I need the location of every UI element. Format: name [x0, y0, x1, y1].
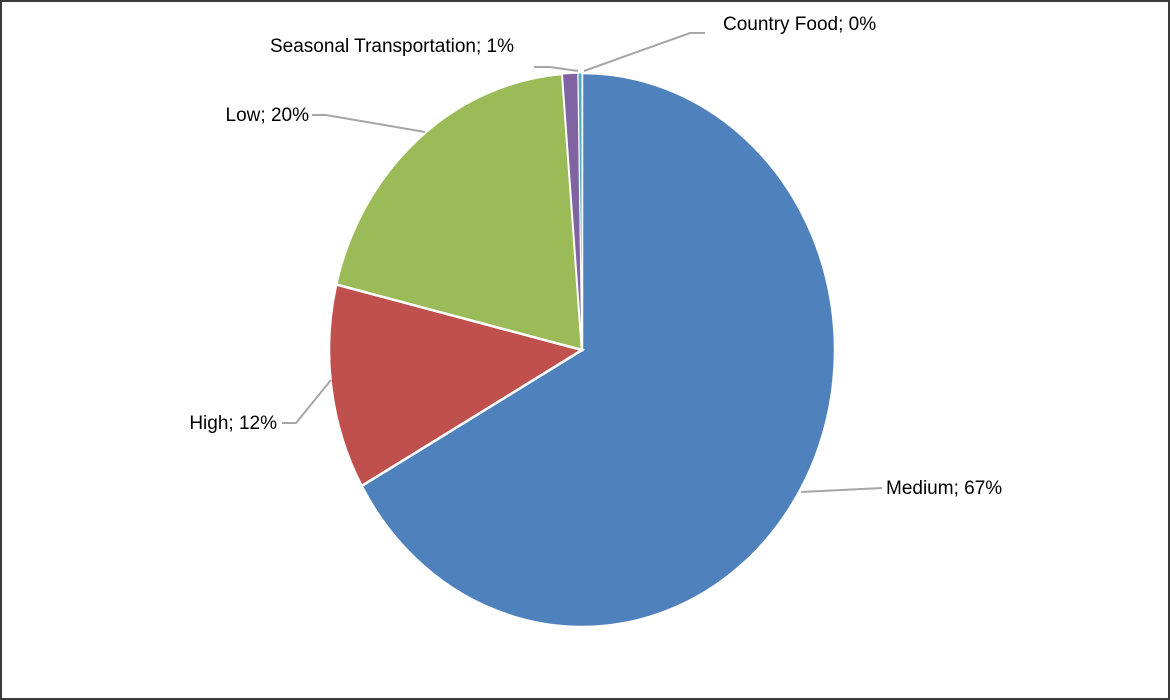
label-seasonal-transportation: Seasonal Transportation; 1% — [270, 36, 514, 57]
slice-country-food[interactable] — [577, 72, 583, 351]
data-labels: Medium; 67% High; 12% Low; 20% Seasonal … — [189, 14, 1002, 499]
leader-line-country-food — [583, 32, 705, 72]
leader-line-medium — [800, 487, 883, 493]
leader-line-high — [282, 379, 332, 424]
label-country-food: Country Food; 0% — [723, 14, 876, 35]
label-medium: Medium; 67% — [886, 478, 1002, 499]
slice-medium[interactable] — [359, 71, 837, 629]
leader-line-seasonal-transportation — [534, 66, 579, 72]
leader-line-low — [312, 114, 426, 133]
label-low: Low; 20% — [226, 105, 310, 126]
slice-high[interactable] — [327, 282, 586, 488]
pie-slices — [327, 71, 837, 629]
label-high: High; 12% — [189, 413, 277, 434]
slice-low[interactable] — [334, 72, 584, 352]
leader-lines — [282, 32, 883, 493]
